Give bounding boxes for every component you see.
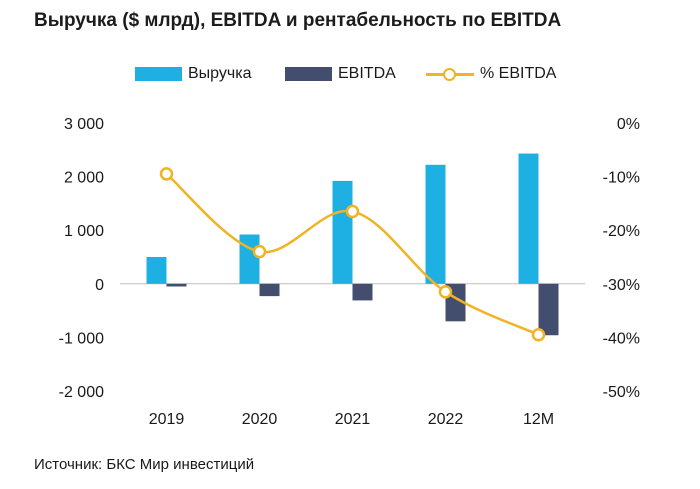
legend-swatch-ebitda <box>285 67 332 81</box>
source-note: Источник: БКС Мир инвестиций <box>34 456 255 473</box>
y-left-tick-label: 2 000 <box>64 170 104 187</box>
bar-ebitda <box>166 283 187 287</box>
legend-swatch-revenue <box>135 67 182 81</box>
point-ebitda-margin <box>345 204 360 219</box>
x-tick-label: 2019 <box>149 411 185 428</box>
y-right-tick-label: -20% <box>603 223 640 240</box>
legend-item-ebitda-margin: % EBITDA <box>426 62 556 86</box>
y-left-tick-label: 0 <box>95 277 104 294</box>
y-right-tick-label: -30% <box>603 277 640 294</box>
point-ebitda-margin <box>531 327 546 342</box>
legend-label-revenue: Выручка <box>188 65 252 82</box>
bar-revenue <box>518 153 539 284</box>
chart-legend: Выручка EBITDA % EBITDA <box>0 62 700 86</box>
bar-revenue <box>332 180 353 284</box>
legend-line-ebitda-margin <box>426 67 474 81</box>
x-tick-label: 2020 <box>242 411 278 428</box>
bar-ebitda <box>538 283 559 336</box>
y-left-tick-label: -2 000 <box>59 384 104 401</box>
point-ebitda-margin <box>252 244 267 259</box>
point-ebitda-margin <box>438 285 453 299</box>
bar-ebitda <box>352 283 373 301</box>
y-left-tick-label: 1 000 <box>64 223 104 240</box>
x-tick-label: 12М <box>523 411 554 428</box>
x-tick-label: 2021 <box>335 411 371 428</box>
bar-ebitda <box>259 283 280 297</box>
legend-label-ebitda: EBITDA <box>338 65 396 82</box>
y-right-tick-label: -50% <box>603 384 640 401</box>
y-right-tick-label: 0% <box>617 116 640 133</box>
bar-revenue <box>425 164 446 284</box>
y-left-tick-label: -1 000 <box>59 330 104 347</box>
y-right-tick-label: -10% <box>603 170 640 187</box>
bar-revenue <box>239 234 260 284</box>
x-tick-label: 2022 <box>428 411 464 428</box>
y-right-tick-label: -40% <box>603 330 640 347</box>
legend-label-ebitda-margin: % EBITDA <box>480 65 557 82</box>
bar-revenue <box>146 257 167 284</box>
y-left-tick-label: 3 000 <box>64 116 104 133</box>
point-ebitda-margin <box>159 167 174 181</box>
chart-title: Выручка ($ млрд), EBITDA и рентабельност… <box>34 10 562 31</box>
legend-item-ebitda: EBITDA <box>285 62 396 86</box>
legend-item-revenue: Выручка <box>135 62 251 86</box>
